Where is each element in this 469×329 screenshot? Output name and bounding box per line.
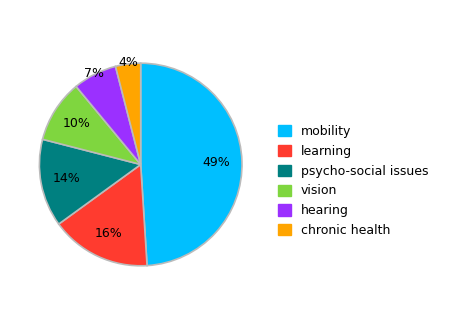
Text: 14%: 14% [52, 172, 80, 185]
Wedge shape [39, 139, 141, 224]
Wedge shape [141, 63, 242, 266]
Wedge shape [76, 66, 141, 164]
Wedge shape [115, 63, 141, 164]
Text: 10%: 10% [63, 117, 91, 130]
Text: 16%: 16% [94, 227, 122, 240]
Wedge shape [43, 87, 141, 164]
Wedge shape [59, 164, 147, 266]
Legend: mobility, learning, psycho-social issues, vision, hearing, chronic health: mobility, learning, psycho-social issues… [278, 125, 428, 237]
Text: 7%: 7% [84, 66, 104, 80]
Text: 49%: 49% [203, 156, 231, 169]
Text: 4%: 4% [118, 56, 138, 69]
